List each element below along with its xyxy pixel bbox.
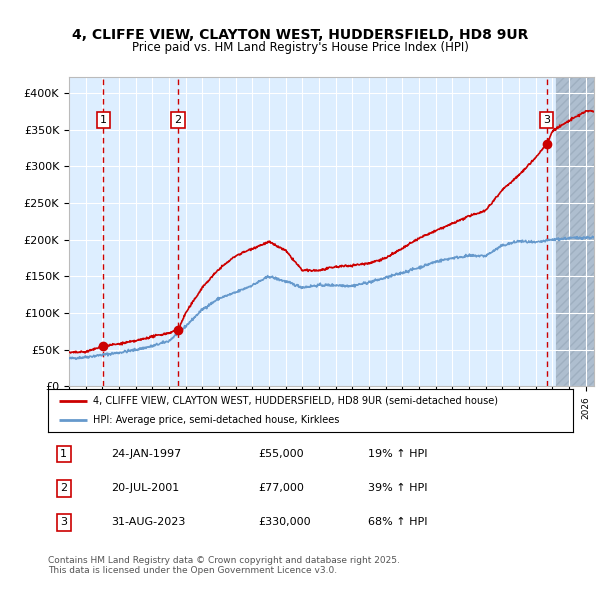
Text: 1: 1 [60,449,67,459]
Text: 68% ↑ HPI: 68% ↑ HPI [368,517,428,527]
Text: HPI: Average price, semi-detached house, Kirklees: HPI: Average price, semi-detached house,… [92,415,339,425]
Text: 2: 2 [175,115,182,125]
Text: Contains HM Land Registry data © Crown copyright and database right 2025.
This d: Contains HM Land Registry data © Crown c… [48,556,400,575]
Text: 3: 3 [543,115,550,125]
Text: £55,000: £55,000 [258,449,304,459]
Text: 4, CLIFFE VIEW, CLAYTON WEST, HUDDERSFIELD, HD8 9UR (semi-detached house): 4, CLIFFE VIEW, CLAYTON WEST, HUDDERSFIE… [92,396,497,406]
Text: 20-JUL-2001: 20-JUL-2001 [111,483,179,493]
Text: 24-JAN-1997: 24-JAN-1997 [111,449,181,459]
Text: £330,000: £330,000 [258,517,311,527]
Text: £77,000: £77,000 [258,483,304,493]
Text: 4, CLIFFE VIEW, CLAYTON WEST, HUDDERSFIELD, HD8 9UR: 4, CLIFFE VIEW, CLAYTON WEST, HUDDERSFIE… [72,28,528,42]
Bar [556,77,600,386]
Text: 31-AUG-2023: 31-AUG-2023 [111,517,185,527]
Text: 2: 2 [60,483,67,493]
Text: 19% ↑ HPI: 19% ↑ HPI [368,449,428,459]
Text: 39% ↑ HPI: 39% ↑ HPI [368,483,428,493]
Text: Price paid vs. HM Land Registry's House Price Index (HPI): Price paid vs. HM Land Registry's House … [131,41,469,54]
Bar [556,77,600,386]
Text: 1: 1 [100,115,107,125]
Text: 3: 3 [60,517,67,527]
